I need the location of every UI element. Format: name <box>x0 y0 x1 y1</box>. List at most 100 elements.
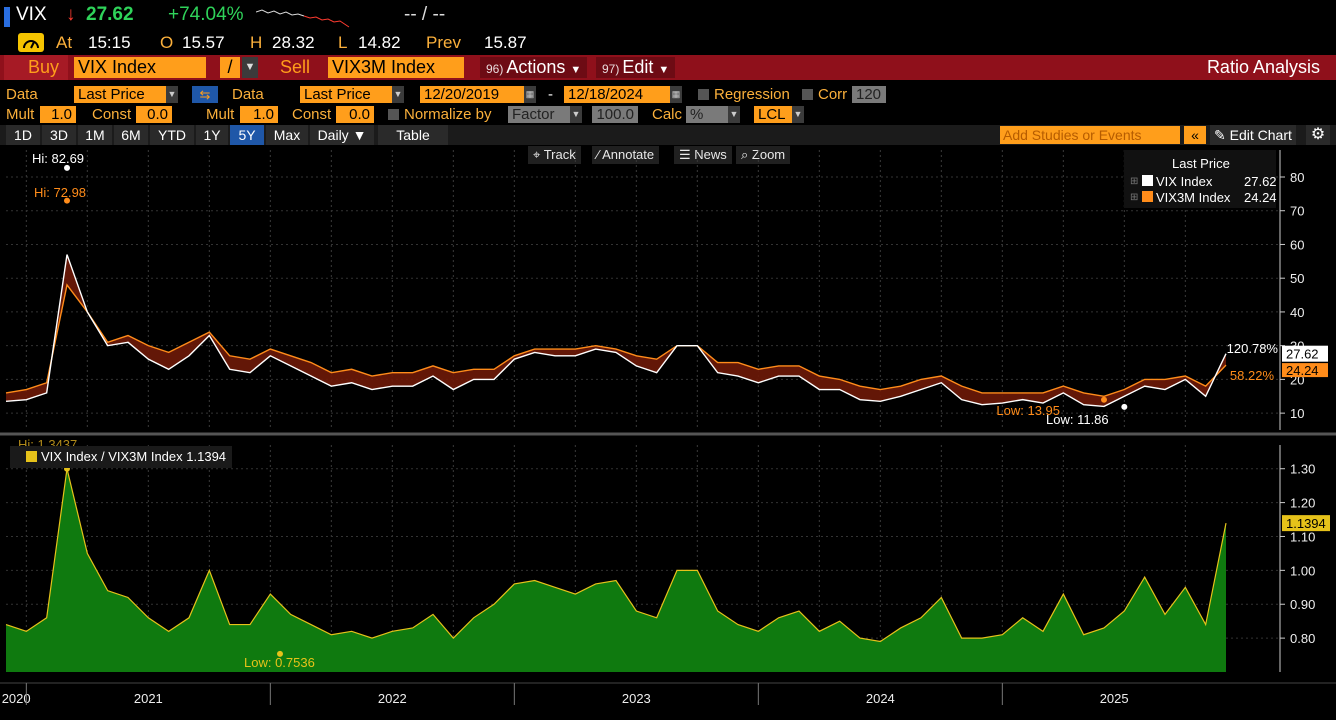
lcl-field[interactable]: LCL <box>754 106 792 123</box>
edit-number: 97) <box>602 62 620 76</box>
price-axis: 1020304050607080 <box>1279 150 1304 430</box>
ratio-tick-label: 0.90 <box>1290 597 1315 612</box>
tab-1y[interactable]: 1Y <box>196 125 228 145</box>
factor-dropdown-icon[interactable]: ▼ <box>570 106 582 123</box>
ratio-swatch <box>26 451 37 462</box>
operator-field[interactable]: / <box>220 57 240 78</box>
expand-icon[interactable]: ⊞ <box>1130 176 1139 187</box>
mult-2-field[interactable]: 1.0 <box>240 106 278 123</box>
vix3m-low-label: Low: 13.95 <box>996 403 1060 418</box>
start-date-field[interactable]: 12/20/2019 <box>420 86 524 103</box>
const-2-field[interactable]: 0.0 <box>336 106 374 123</box>
ratio-tick-label: 1.10 <box>1290 529 1315 544</box>
table-button[interactable]: Table <box>378 125 448 145</box>
vix3m-price-tag-text: 24.24 <box>1286 363 1319 378</box>
regression-label: Regression <box>714 86 790 103</box>
calc-field[interactable]: % <box>686 106 728 123</box>
vix-swatch <box>1142 175 1153 186</box>
mult-1-label: Mult <box>6 106 35 123</box>
vix-price-tag <box>1282 345 1328 362</box>
edit-chart-button[interactable]: ✎ Edit Chart <box>1210 125 1296 145</box>
price-tick-label: 10 <box>1290 406 1304 421</box>
tab-1m[interactable]: 1M <box>78 125 112 145</box>
data-2-dropdown-icon[interactable]: ▼ <box>392 86 404 103</box>
ratio-price-tag <box>1282 515 1330 532</box>
vix-high-label: Hi: 82.69 <box>32 151 84 166</box>
start-calendar-icon[interactable]: ▦ <box>524 86 536 103</box>
mult-1-field[interactable]: 1.0 <box>40 106 76 123</box>
corr-checkbox[interactable] <box>802 89 813 100</box>
const-1-field[interactable]: 0.0 <box>136 106 172 123</box>
normalize-checkbox[interactable] <box>388 109 399 120</box>
data-field-2[interactable]: Last Price <box>300 86 392 103</box>
spread-band <box>6 254 1226 407</box>
ratio-chart[interactable]: 1020304050607080 0.800.901.001.101.201.3… <box>0 145 1336 720</box>
annotate-tool[interactable]: ⁄ Annotate <box>592 146 660 164</box>
track-label: Track <box>543 147 576 162</box>
zoom-tool[interactable]: ⌕ Zoom <box>736 146 791 164</box>
ratio-low-label: Low: 0.7536 <box>244 655 315 670</box>
vix-high-marker <box>64 164 70 171</box>
time-axis: 2020 2021 2022 2023 2024 2025 <box>0 682 1336 706</box>
ratio-tick-label: 0.80 <box>1290 631 1315 646</box>
gear-icon[interactable]: ⚙ <box>1306 125 1330 145</box>
swap-icon[interactable]: ⇆ <box>192 86 218 103</box>
operator-dropdown-icon[interactable]: ▼ <box>242 57 258 78</box>
tab-max[interactable]: Max <box>266 125 308 145</box>
buy-security-field[interactable]: VIX Index <box>74 57 206 78</box>
frequency-dropdown[interactable]: Daily ▼ <box>310 125 374 145</box>
gauge-icon[interactable] <box>18 33 44 52</box>
sell-label: Sell <box>280 57 311 77</box>
edit-chevron-icon: ▼ <box>658 64 670 76</box>
function-title: Ratio Analysis <box>1206 57 1320 77</box>
corr-window-field[interactable]: 120 <box>852 86 886 103</box>
tab-ytd[interactable]: YTD <box>150 125 194 145</box>
sell-security-field[interactable]: VIX3M Index <box>328 57 464 78</box>
edit-label: Edit <box>622 57 654 77</box>
const-2-label: Const <box>292 106 332 123</box>
legend-vix-value: 27.62 <box>1244 174 1277 189</box>
track-tool[interactable]: ⌖ Track <box>528 146 581 164</box>
collapse-icon[interactable]: « <box>1184 126 1206 144</box>
data-field-1[interactable]: Last Price <box>74 86 166 103</box>
ratio-tick-label: 1.20 <box>1290 496 1315 511</box>
tab-1d[interactable]: 1D <box>6 125 40 145</box>
vix-line <box>5 254 1227 408</box>
factor-value-field[interactable]: 100.0 <box>592 106 638 123</box>
lcl-dropdown-icon[interactable]: ▼ <box>792 106 804 123</box>
legend-item-vix[interactable]: ⊞ VIX Index 27.62 <box>1130 174 1277 189</box>
ratio-legend-value: 1.1394 <box>186 449 227 464</box>
expand-icon-2[interactable]: ⊞ <box>1130 192 1139 203</box>
year-label: 2025 <box>1100 691 1129 706</box>
legend-item-vix3m[interactable]: ⊞ VIX3M Index 24.24 <box>1130 190 1277 205</box>
sparkline <box>256 9 350 28</box>
ratio-price-tag-text: 1.1394 <box>1286 516 1326 531</box>
security-marker <box>4 7 10 27</box>
calc-dropdown-icon[interactable]: ▼ <box>728 106 740 123</box>
edit-menu[interactable]: 97) Edit ▼ <box>596 57 676 78</box>
low-value: 14.82 <box>358 33 401 52</box>
tab-3d[interactable]: 3D <box>42 125 76 145</box>
regression-checkbox[interactable] <box>698 89 709 100</box>
ratio-area <box>5 468 1227 672</box>
actions-label: Actions <box>506 57 566 77</box>
vix3m-line <box>5 283 1227 397</box>
ratio-legend[interactable]: VIX Index / VIX3M Index 1.1394 <box>10 446 233 468</box>
end-date-field[interactable]: 12/18/2024 <box>564 86 670 103</box>
tab-5y[interactable]: 5Y <box>230 125 264 145</box>
ratio-fill <box>6 468 1226 672</box>
ticker-symbol[interactable]: VIX <box>16 4 47 25</box>
studies-input[interactable]: Add Studies or Events <box>1000 126 1180 144</box>
crosshair-icon: ⌖ <box>533 147 541 162</box>
vix3m-price-tag <box>1282 363 1328 378</box>
tab-6m[interactable]: 6M <box>114 125 148 145</box>
actions-menu[interactable]: 96) Actions ▼ <box>480 57 588 78</box>
end-calendar-icon[interactable]: ▦ <box>670 86 682 103</box>
legend-vix3m-value: 24.24 <box>1244 190 1277 205</box>
prev-value: 15.87 <box>484 33 527 52</box>
high-label: H <box>250 33 263 52</box>
news-tool[interactable]: ☰ News <box>674 146 732 164</box>
factor-field[interactable]: Factor <box>508 106 570 123</box>
data-1-dropdown-icon[interactable]: ▼ <box>166 86 178 103</box>
